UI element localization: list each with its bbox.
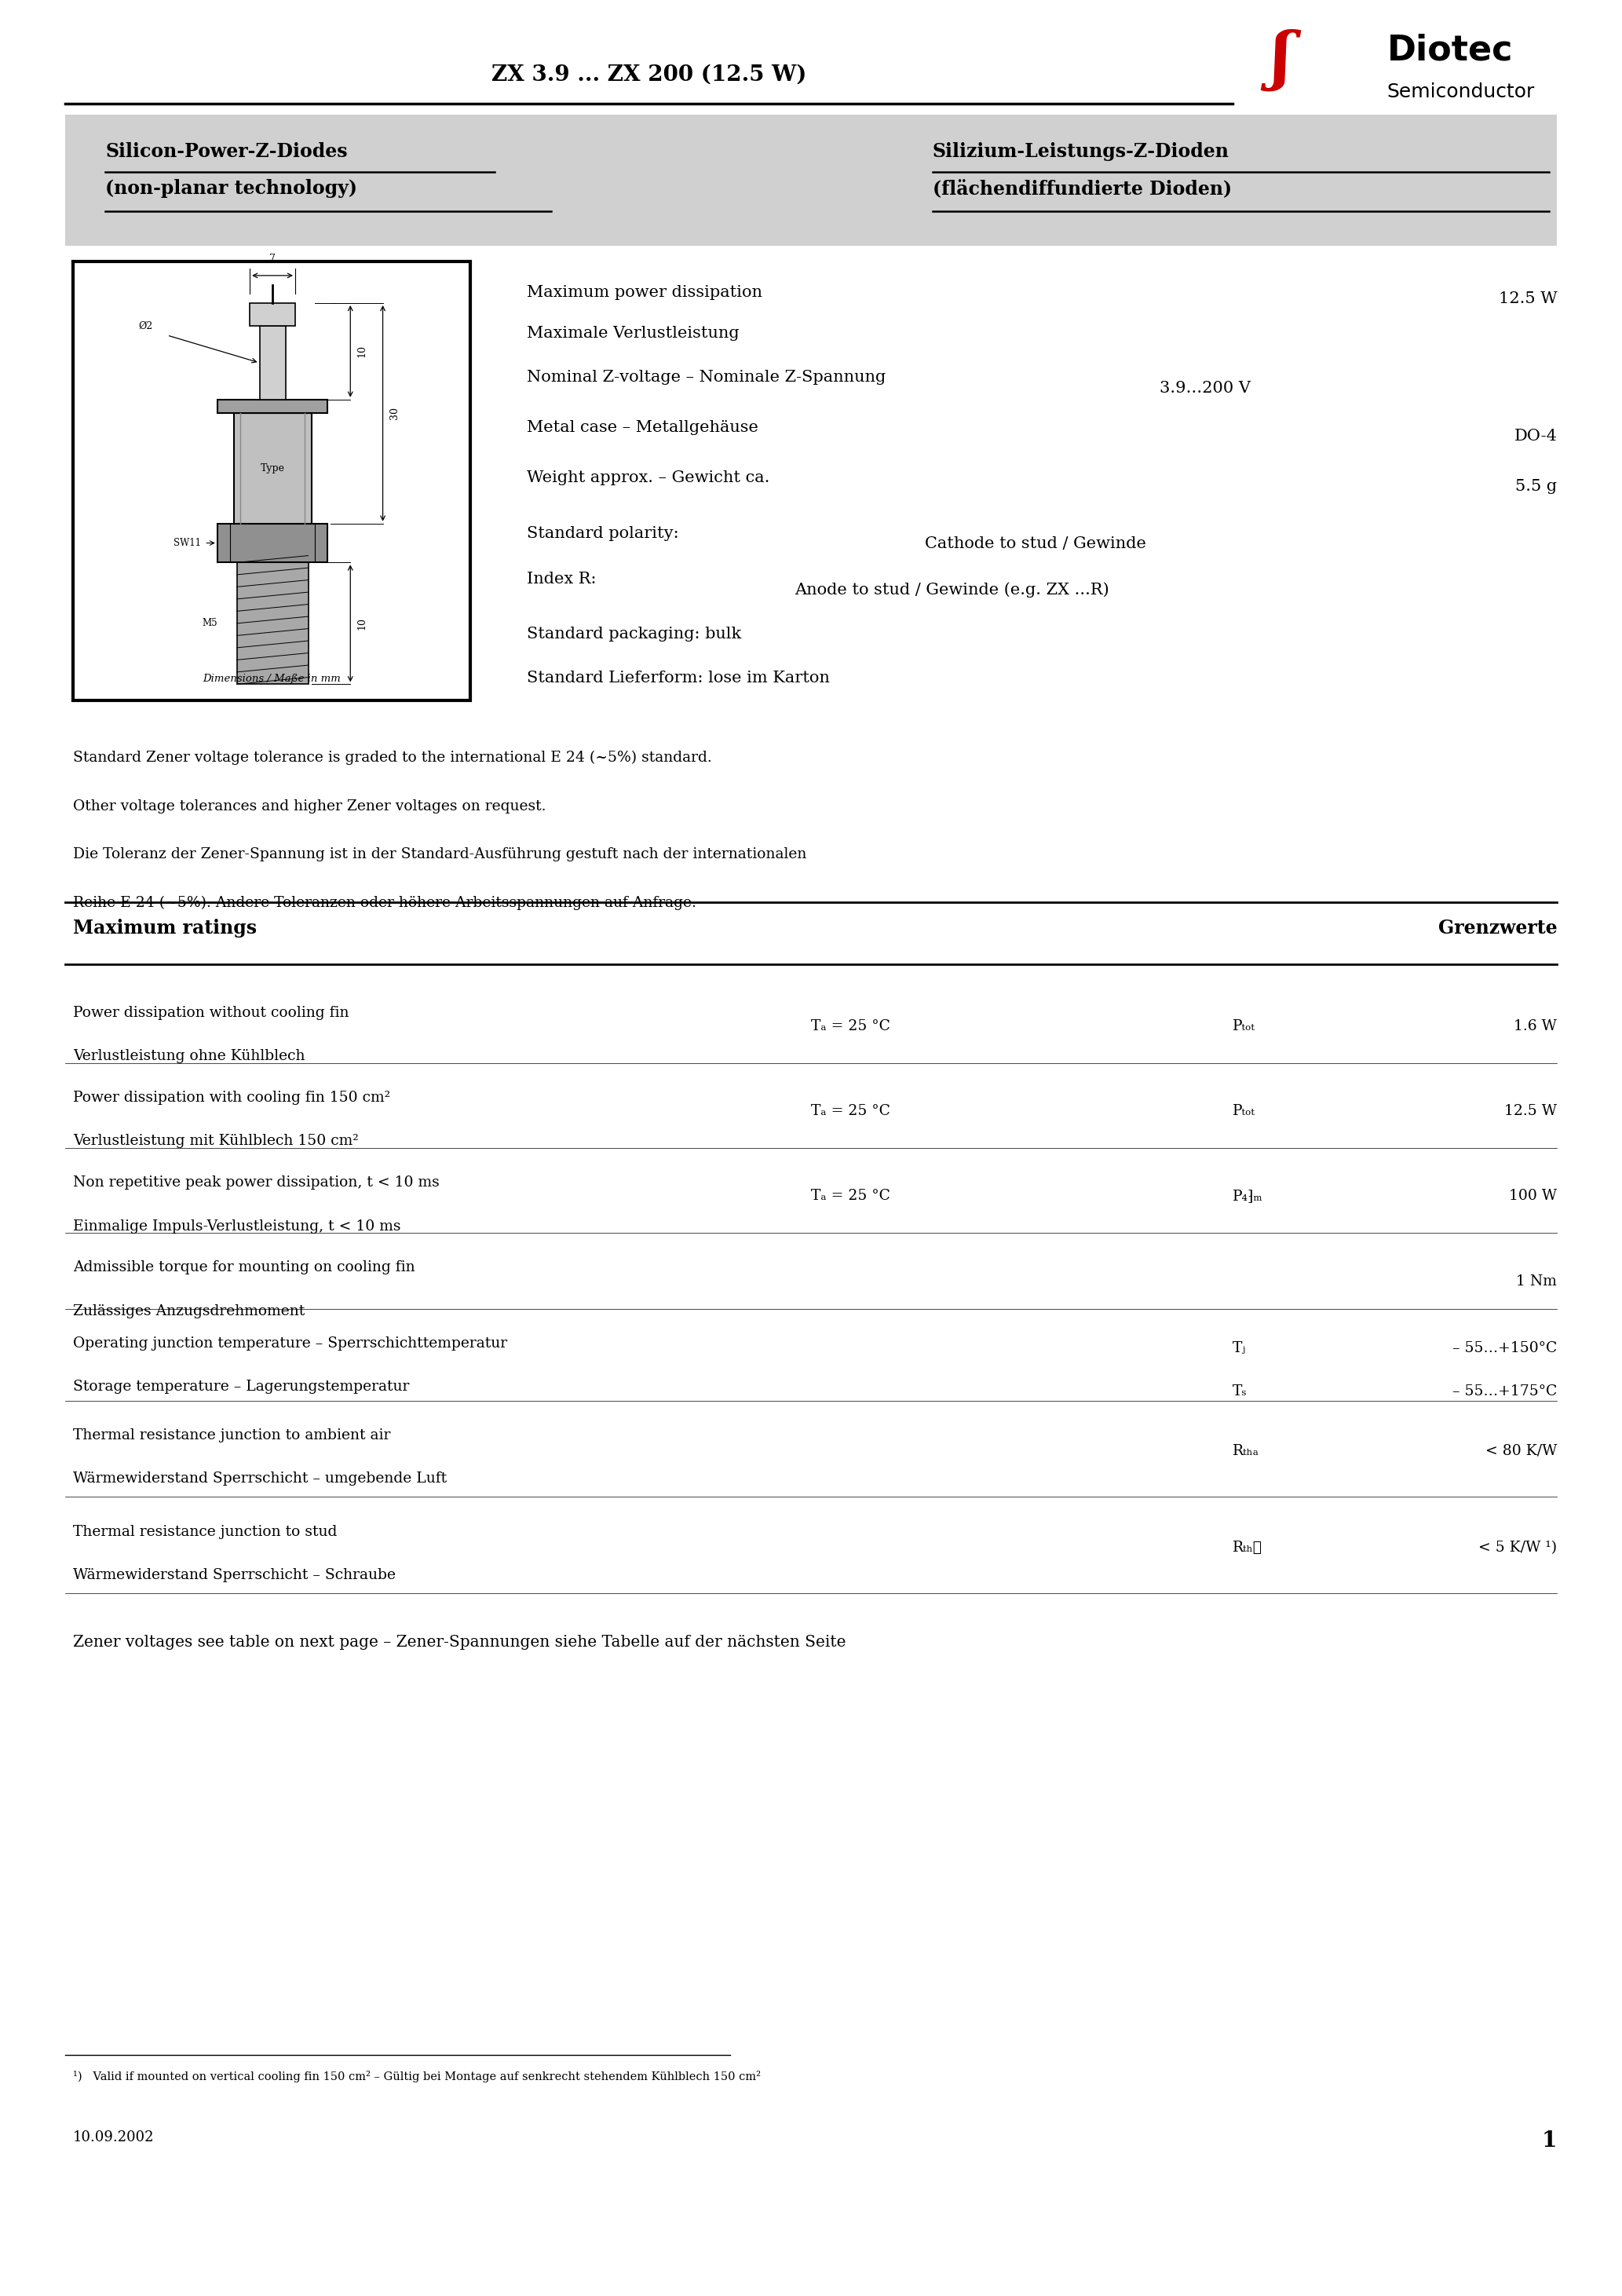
Text: Standard packaging: bulk: Standard packaging: bulk	[527, 627, 741, 641]
Text: M5: M5	[203, 618, 217, 629]
Text: Cathode to stud / Gewinde: Cathode to stud / Gewinde	[925, 537, 1145, 551]
Text: 1.6 W: 1.6 W	[1513, 1019, 1557, 1033]
Text: Pₜₒₜ: Pₜₒₜ	[1233, 1104, 1255, 1118]
Text: Standard Zener voltage tolerance is graded to the international E 24 (~5%) stand: Standard Zener voltage tolerance is grad…	[73, 751, 712, 765]
Text: Thermal resistance junction to ambient air: Thermal resistance junction to ambient a…	[73, 1428, 391, 1442]
Text: 1 Nm: 1 Nm	[1517, 1274, 1557, 1288]
Text: Reihe E 24 (~5%). Andere Toleranzen oder höhere Arbeitsspannungen auf Anfrage.: Reihe E 24 (~5%). Andere Toleranzen oder…	[73, 895, 696, 909]
Text: Maximum power dissipation: Maximum power dissipation	[527, 285, 762, 298]
Text: Operating junction temperature – Sperrschichttemperatur: Operating junction temperature – Sperrsc…	[73, 1336, 508, 1350]
Text: Tⱼ: Tⱼ	[1233, 1341, 1246, 1355]
Text: Verlustleistung ohne Kühlblech: Verlustleistung ohne Kühlblech	[73, 1049, 305, 1063]
Bar	[237, 563, 308, 684]
Text: ZX 3.9 ... ZX 200 (12.5 W): ZX 3.9 ... ZX 200 (12.5 W)	[491, 64, 806, 85]
Text: Type: Type	[260, 464, 285, 473]
Text: (flächendiffundierte Dioden): (flächendiffundierte Dioden)	[933, 179, 1231, 197]
Text: RₜₕⲜ: RₜₕⲜ	[1233, 1541, 1262, 1554]
Text: 30: 30	[389, 406, 399, 420]
Text: SW11: SW11	[174, 537, 201, 549]
Text: Other voltage tolerances and higher Zener voltages on request.: Other voltage tolerances and higher Zene…	[73, 799, 547, 813]
Text: Tₐ = 25 °C: Tₐ = 25 °C	[811, 1019, 890, 1033]
Bar	[217, 523, 328, 563]
Text: Nominal Z-voltage – Nominale Z-Spannung: Nominal Z-voltage – Nominale Z-Spannung	[527, 370, 886, 383]
Text: 12.5 W: 12.5 W	[1499, 292, 1557, 305]
Bar	[260, 326, 285, 400]
Text: Die Toleranz der Zener-Spannung ist in der Standard-Ausführung gestuft nach der : Die Toleranz der Zener-Spannung ist in d…	[73, 847, 806, 861]
Text: 100 W: 100 W	[1508, 1189, 1557, 1203]
Text: Maximum ratings: Maximum ratings	[73, 918, 256, 937]
Text: Rₜₕₐ: Rₜₕₐ	[1233, 1444, 1259, 1458]
Text: Zener voltages see table on next page – Zener-Spannungen siehe Tabelle auf der n: Zener voltages see table on next page – …	[73, 1635, 847, 1649]
Bar	[73, 262, 470, 700]
Text: Pₜₒₜ: Pₜₒₜ	[1233, 1019, 1255, 1033]
Text: Maximale Verlustleistung: Maximale Verlustleistung	[527, 326, 740, 340]
Text: (non-planar technology): (non-planar technology)	[105, 179, 357, 197]
Bar	[65, 115, 1557, 246]
Text: Weight approx. – Gewicht ca.: Weight approx. – Gewicht ca.	[527, 471, 770, 484]
Text: Power dissipation without cooling fin: Power dissipation without cooling fin	[73, 1006, 349, 1019]
Text: Grenzwerte: Grenzwerte	[1439, 918, 1557, 937]
Text: ¹)   Valid if mounted on vertical cooling fin 150 cm² – Gültig bei Montage auf s: ¹) Valid if mounted on vertical cooling …	[73, 2071, 761, 2082]
Text: Standard Lieferform: lose im Karton: Standard Lieferform: lose im Karton	[527, 670, 830, 684]
Text: Index R:: Index R:	[527, 572, 597, 585]
Text: Storage temperature – Lagerungstemperatur: Storage temperature – Lagerungstemperatu…	[73, 1380, 409, 1394]
Text: Anode to stud / Gewinde (e.g. ZX ...R): Anode to stud / Gewinde (e.g. ZX ...R)	[795, 583, 1109, 597]
Text: 5.5 g: 5.5 g	[1515, 480, 1557, 494]
Text: Zulässiges Anzugsdrehmoment: Zulässiges Anzugsdrehmoment	[73, 1304, 305, 1318]
Text: Standard polarity:: Standard polarity:	[527, 526, 680, 540]
Text: Semiconductor: Semiconductor	[1387, 83, 1534, 101]
Text: Diotec: Diotec	[1387, 34, 1513, 67]
Text: 7: 7	[269, 255, 276, 264]
Text: 10: 10	[357, 618, 367, 629]
Text: Power dissipation with cooling fin 150 cm²: Power dissipation with cooling fin 150 c…	[73, 1091, 391, 1104]
Text: 12.5 W: 12.5 W	[1505, 1104, 1557, 1118]
Text: 10: 10	[357, 344, 367, 358]
Bar	[234, 413, 311, 523]
Text: Thermal resistance junction to stud: Thermal resistance junction to stud	[73, 1525, 337, 1538]
Text: Tₛ: Tₛ	[1233, 1384, 1247, 1398]
Text: Ø2: Ø2	[138, 321, 152, 331]
Text: < 5 K/W ¹): < 5 K/W ¹)	[1479, 1541, 1557, 1554]
Text: 3.9…200 V: 3.9…200 V	[1160, 381, 1251, 395]
Text: DO-4: DO-4	[1513, 429, 1557, 443]
Text: – 55…+150°C: – 55…+150°C	[1452, 1341, 1557, 1355]
Bar	[217, 400, 328, 413]
Text: Tₐ = 25 °C: Tₐ = 25 °C	[811, 1104, 890, 1118]
Text: Silizium-Leistungs-Z-Dioden: Silizium-Leistungs-Z-Dioden	[933, 142, 1229, 161]
Text: Non repetitive peak power dissipation, t < 10 ms: Non repetitive peak power dissipation, t…	[73, 1176, 440, 1189]
Text: Wärmewiderstand Sperrschicht – Schraube: Wärmewiderstand Sperrschicht – Schraube	[73, 1568, 396, 1582]
Text: – 55…+175°C: – 55…+175°C	[1452, 1384, 1557, 1398]
Text: Tₐ = 25 °C: Tₐ = 25 °C	[811, 1189, 890, 1203]
Bar	[250, 303, 295, 326]
Text: 10.09.2002: 10.09.2002	[73, 2131, 154, 2144]
Text: Admissible torque for mounting on cooling fin: Admissible torque for mounting on coolin…	[73, 1261, 415, 1274]
Text: < 80 K/W: < 80 K/W	[1486, 1444, 1557, 1458]
Text: Einmalige Impuls-Verlustleistung, t < 10 ms: Einmalige Impuls-Verlustleistung, t < 10…	[73, 1219, 401, 1233]
Text: P₄⁆ₘ: P₄⁆ₘ	[1233, 1189, 1264, 1203]
Text: Silicon-Power-Z-Diodes: Silicon-Power-Z-Diodes	[105, 142, 347, 161]
Text: Metal case – Metallgehäuse: Metal case – Metallgehäuse	[527, 420, 759, 434]
Text: ʃ: ʃ	[1272, 28, 1291, 92]
Text: 1: 1	[1543, 2131, 1557, 2151]
Text: Verlustleistung mit Kühlblech 150 cm²: Verlustleistung mit Kühlblech 150 cm²	[73, 1134, 358, 1148]
Text: Wärmewiderstand Sperrschicht – umgebende Luft: Wärmewiderstand Sperrschicht – umgebende…	[73, 1472, 446, 1486]
Text: Dimensions / Maße in mm: Dimensions / Maße in mm	[203, 675, 341, 684]
